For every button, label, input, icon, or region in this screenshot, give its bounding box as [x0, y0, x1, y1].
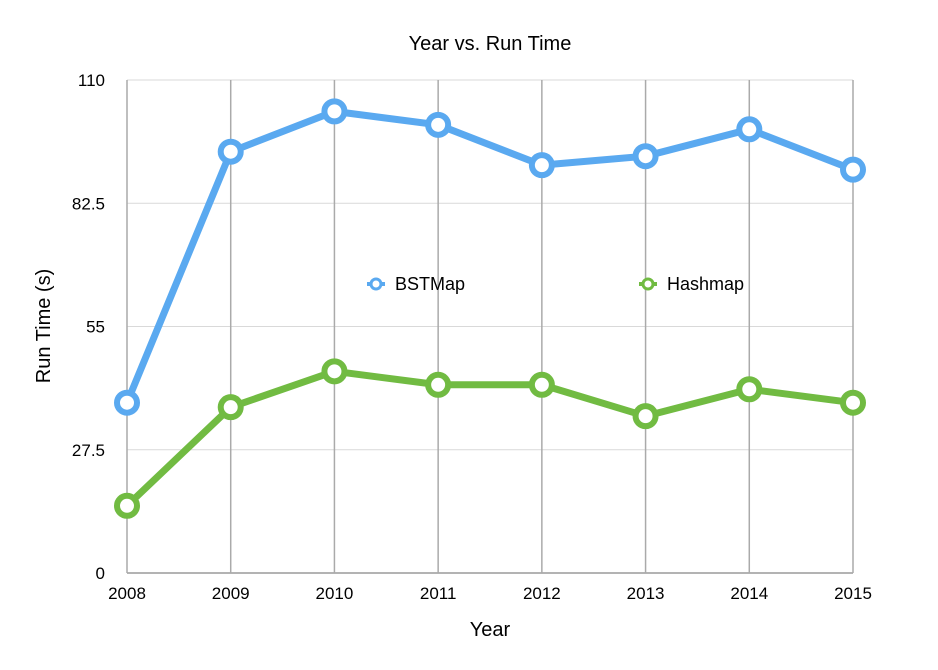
y-axis-label: Run Time (s) [33, 269, 55, 383]
x-tick-label: 2015 [834, 584, 872, 603]
legend-label: BSTMap [395, 274, 465, 294]
legend: BSTMap Hashmap [367, 274, 744, 294]
y-tick-label: 82.5 [72, 194, 105, 213]
chart-title: Year vs. Run Time [409, 33, 572, 55]
data-point [114, 389, 140, 416]
y-tick-label: 55 [86, 318, 105, 337]
data-point [632, 143, 659, 170]
x-tick-label: 2010 [316, 584, 354, 603]
data-point [736, 116, 763, 143]
series-hashmap [114, 358, 866, 519]
y-axis-ticks: 0 27.5 55 82.5 110 [72, 71, 105, 583]
data-point [425, 371, 452, 398]
data-point [840, 156, 866, 183]
data-point [632, 403, 659, 430]
data-point [114, 492, 140, 519]
data-point [528, 371, 555, 398]
data-point [736, 376, 763, 403]
series-line [123, 107, 857, 407]
y-tick-label: 27.5 [72, 441, 105, 460]
data-point [528, 152, 555, 179]
series-layer [114, 98, 866, 519]
x-axis-ticks: 2008 2009 2010 2011 2012 2013 2014 2015 [108, 584, 872, 603]
data-point [321, 98, 348, 125]
legend-item: BSTMap [367, 274, 465, 294]
data-point [840, 389, 866, 416]
legend-marker [641, 277, 655, 291]
y-tick-label: 110 [78, 71, 105, 90]
series-bstmap [114, 98, 866, 416]
x-tick-label: 2011 [420, 584, 457, 603]
legend-marker [369, 277, 383, 291]
data-point [217, 138, 244, 165]
legend-label: Hashmap [667, 274, 744, 294]
x-tick-label: 2008 [108, 584, 146, 603]
data-point [425, 111, 452, 138]
legend-item: Hashmap [639, 274, 744, 294]
data-point [217, 394, 244, 421]
series-line [123, 367, 857, 510]
x-tick-label: 2012 [523, 584, 561, 603]
x-tick-label: 2014 [730, 584, 768, 603]
x-tick-label: 2013 [627, 584, 665, 603]
x-tick-label: 2009 [212, 584, 250, 603]
y-tick-label: 0 [96, 564, 105, 583]
data-point [321, 358, 348, 385]
x-axis-label: Year [470, 619, 511, 641]
